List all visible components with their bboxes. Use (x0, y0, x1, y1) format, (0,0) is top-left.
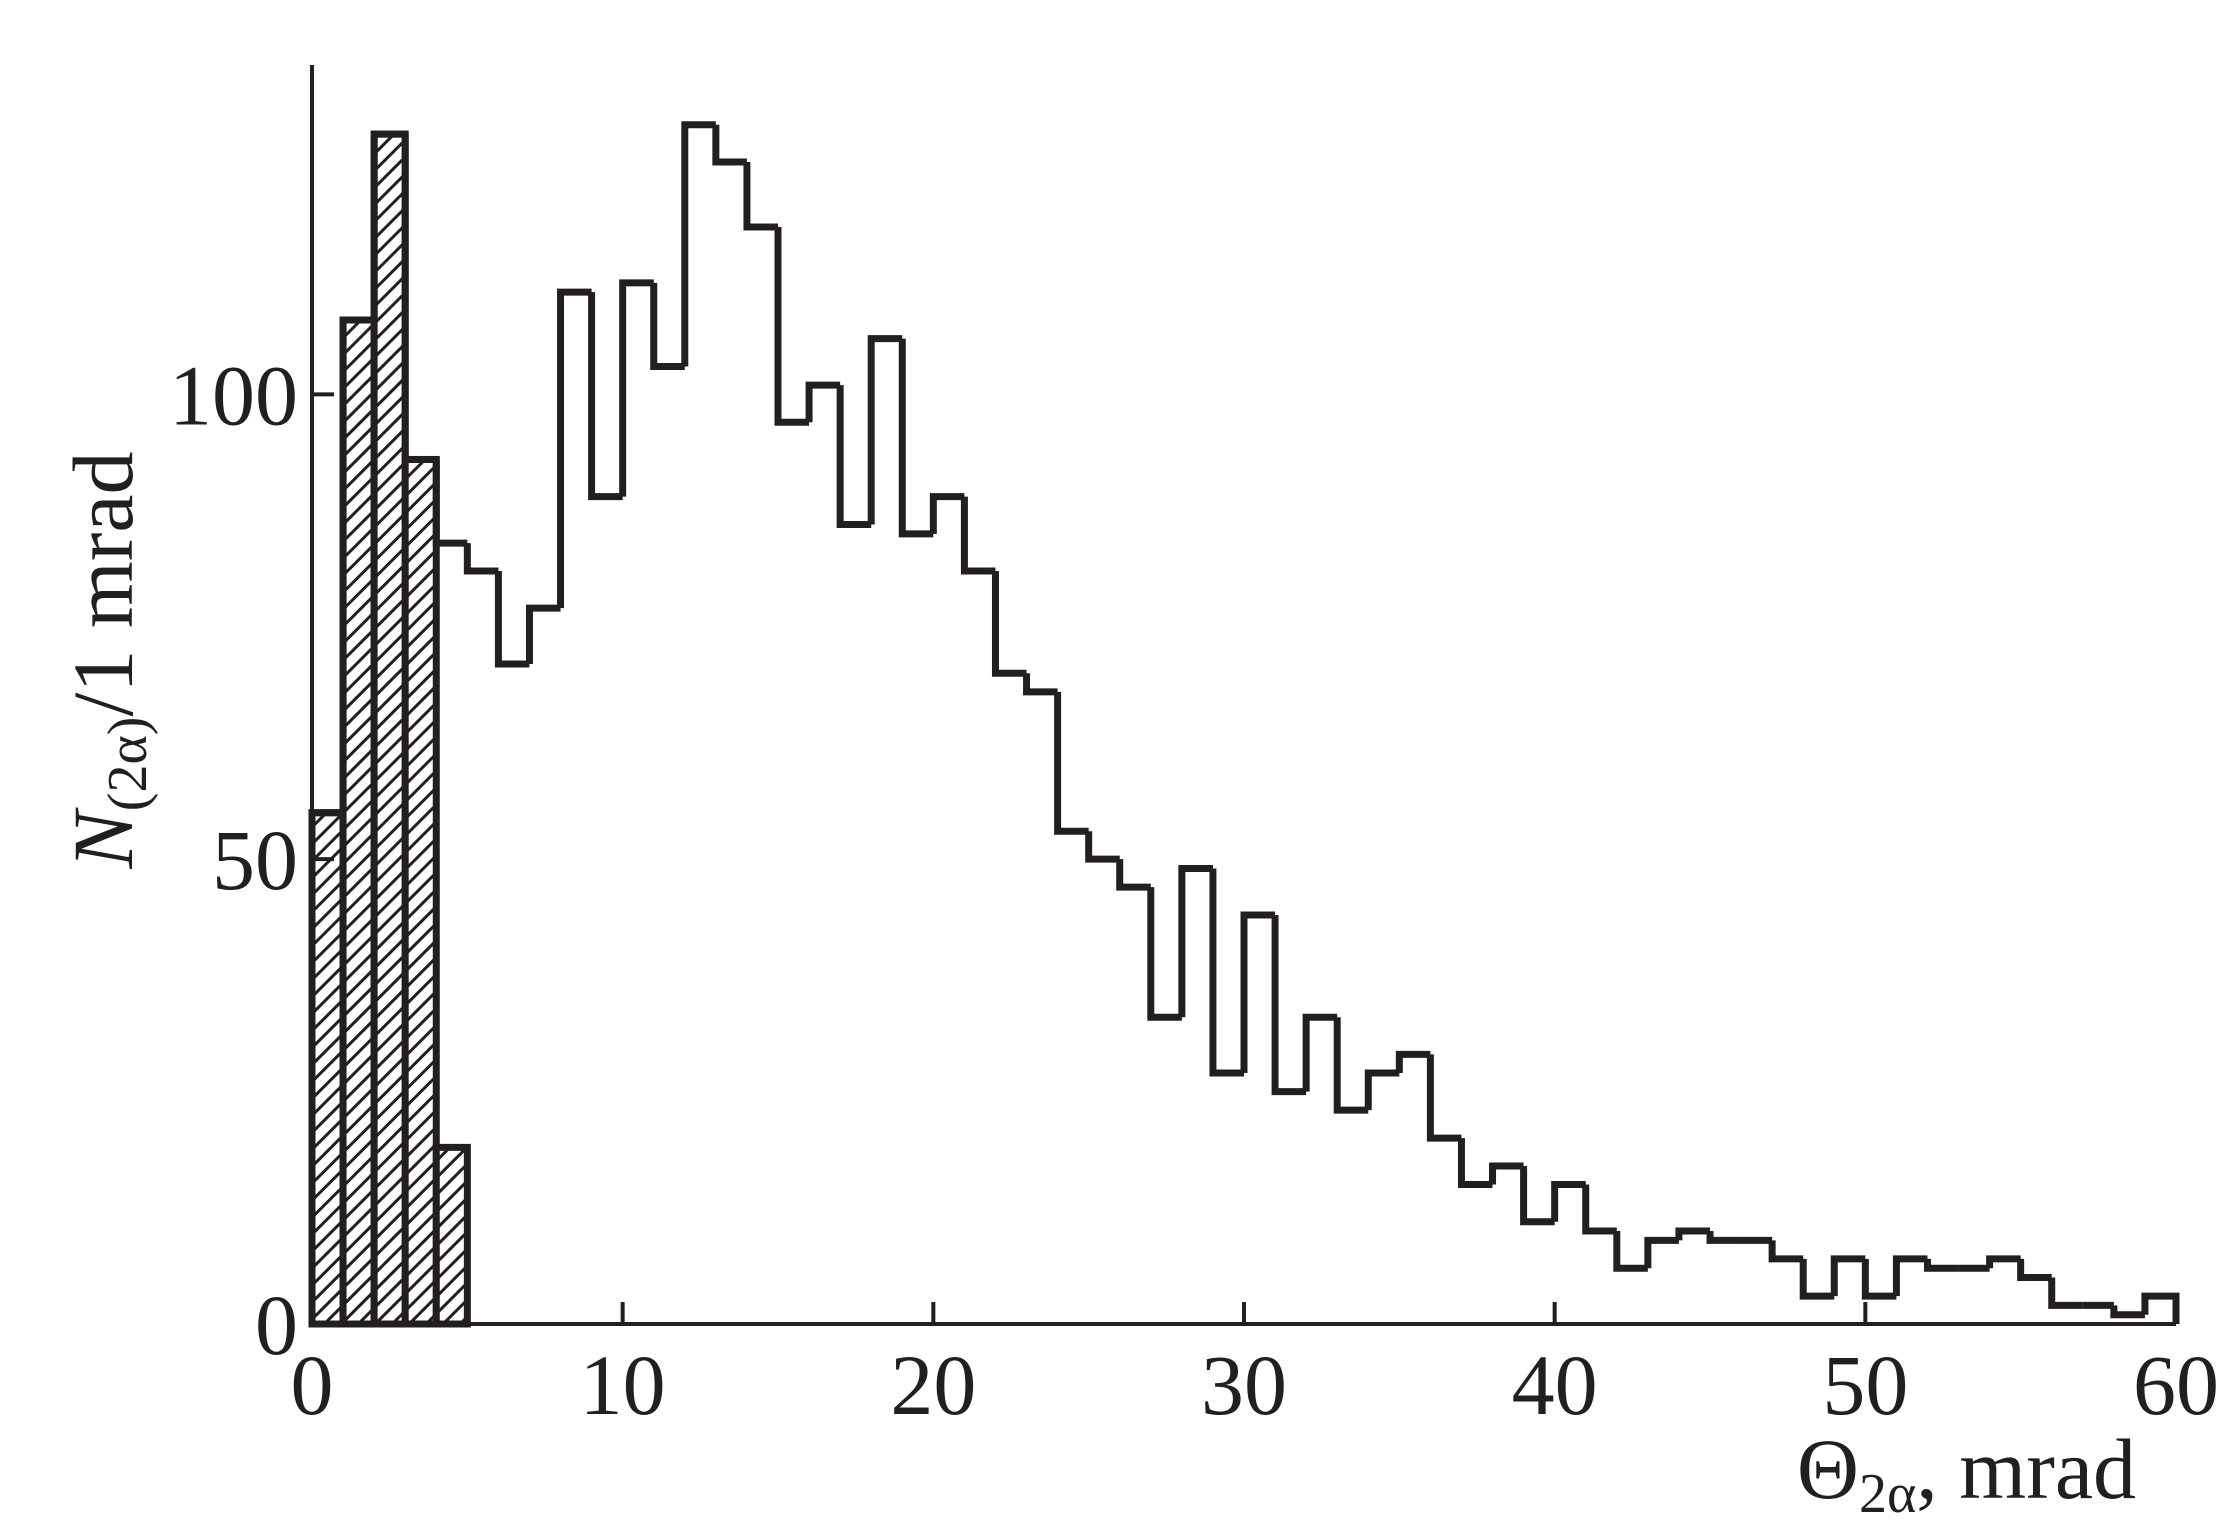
histogram-step (743, 161, 778, 231)
y-tick-label: 50 (212, 812, 298, 908)
histogram-step (1830, 1255, 1866, 1297)
histogram-step (1768, 1240, 1804, 1263)
histogram-step (1489, 1162, 1524, 1185)
y-tick-label: 100 (169, 347, 298, 443)
histogram-step (339, 316, 375, 813)
hatched-bar (308, 809, 347, 1328)
histogram-step (1613, 1231, 1648, 1272)
histogram-step (1457, 1138, 1493, 1189)
x-label-text: , mrad (1916, 1421, 2136, 1517)
histogram-step (2048, 1277, 2083, 1309)
x-tick-label: 30 (1201, 1337, 1287, 1433)
hatched-bar (432, 1143, 471, 1328)
hatched-bar (339, 316, 378, 1328)
histogram-step (836, 385, 872, 529)
histogram-step (1116, 859, 1151, 891)
histogram-step (1551, 1181, 1586, 1222)
histogram-step (1054, 691, 1089, 835)
histogram-step (1520, 1165, 1555, 1226)
x-axis-label: Θ2α, mrad (1797, 1421, 2136, 1525)
histogram-step (1892, 1255, 1928, 1297)
x-tick-label: 40 (1512, 1337, 1598, 1433)
histogram-step (712, 124, 747, 166)
histogram-step (1706, 1231, 1742, 1244)
histogram-step (805, 381, 841, 423)
histogram-step (525, 604, 561, 664)
histogram-step (1333, 1017, 1369, 1114)
histogram-step (1147, 887, 1182, 1021)
histogram-step (1302, 1013, 1338, 1092)
hatched-bar (401, 455, 440, 1328)
x-tick-label: 10 (580, 1337, 666, 1433)
histogram-step (1023, 673, 1058, 696)
histogram-step (1426, 1054, 1462, 1142)
histogram-step (494, 571, 530, 668)
histogram-step (1395, 1050, 1431, 1073)
histogram-step (1986, 1255, 2021, 1269)
histogram-step (681, 121, 716, 367)
histogram-step (1209, 868, 1244, 1077)
histogram-step (1364, 1069, 1400, 1111)
y-tick-label: 0 (255, 1277, 298, 1373)
histogram-step (1861, 1258, 1897, 1300)
histogram-step (588, 292, 623, 501)
histogram-step (774, 227, 810, 426)
histogram-step (1178, 864, 1213, 1018)
histogram-step (557, 288, 592, 609)
histogram-step (1644, 1236, 1679, 1269)
x-label-subscript: 2α (1859, 1463, 1916, 1525)
histogram-step (2141, 1292, 2180, 1324)
y-label-text: /1 mrad (55, 451, 151, 716)
histogram-step (1923, 1258, 1959, 1272)
histogram-step (2110, 1305, 2145, 1319)
x-tick-label: 50 (1822, 1337, 1908, 1433)
x-label-symbol: Θ (1797, 1421, 1859, 1517)
histogram-step (991, 571, 1027, 677)
histogram-step (867, 335, 903, 525)
histogram-step (960, 496, 996, 575)
histogram-step (1799, 1258, 1835, 1300)
hatched-bar (370, 130, 409, 1328)
histogram-step (1240, 911, 1276, 1073)
histogram-step (1085, 831, 1120, 863)
y-label-subscript: (2α) (97, 717, 159, 812)
histogram-step (463, 543, 499, 575)
x-tick-label: 20 (890, 1337, 976, 1433)
histogram-step (1271, 914, 1307, 1096)
y-label-symbol: N (55, 807, 151, 870)
histogram-step (1675, 1227, 1710, 1241)
histogram-step (929, 493, 965, 534)
histogram-step (432, 459, 468, 547)
x-tick-label: 0 (291, 1337, 334, 1433)
histogram-step (898, 338, 934, 538)
histogram-step (619, 279, 654, 497)
histogram-step (650, 282, 685, 370)
histogram-step (370, 130, 406, 320)
histogram-step (2017, 1258, 2052, 1282)
y-axis-label: N(2α)/1 mrad (55, 451, 159, 869)
histogram-step (1582, 1184, 1617, 1235)
histogram-step (401, 134, 437, 463)
x-tick-label: 60 (2133, 1337, 2219, 1433)
